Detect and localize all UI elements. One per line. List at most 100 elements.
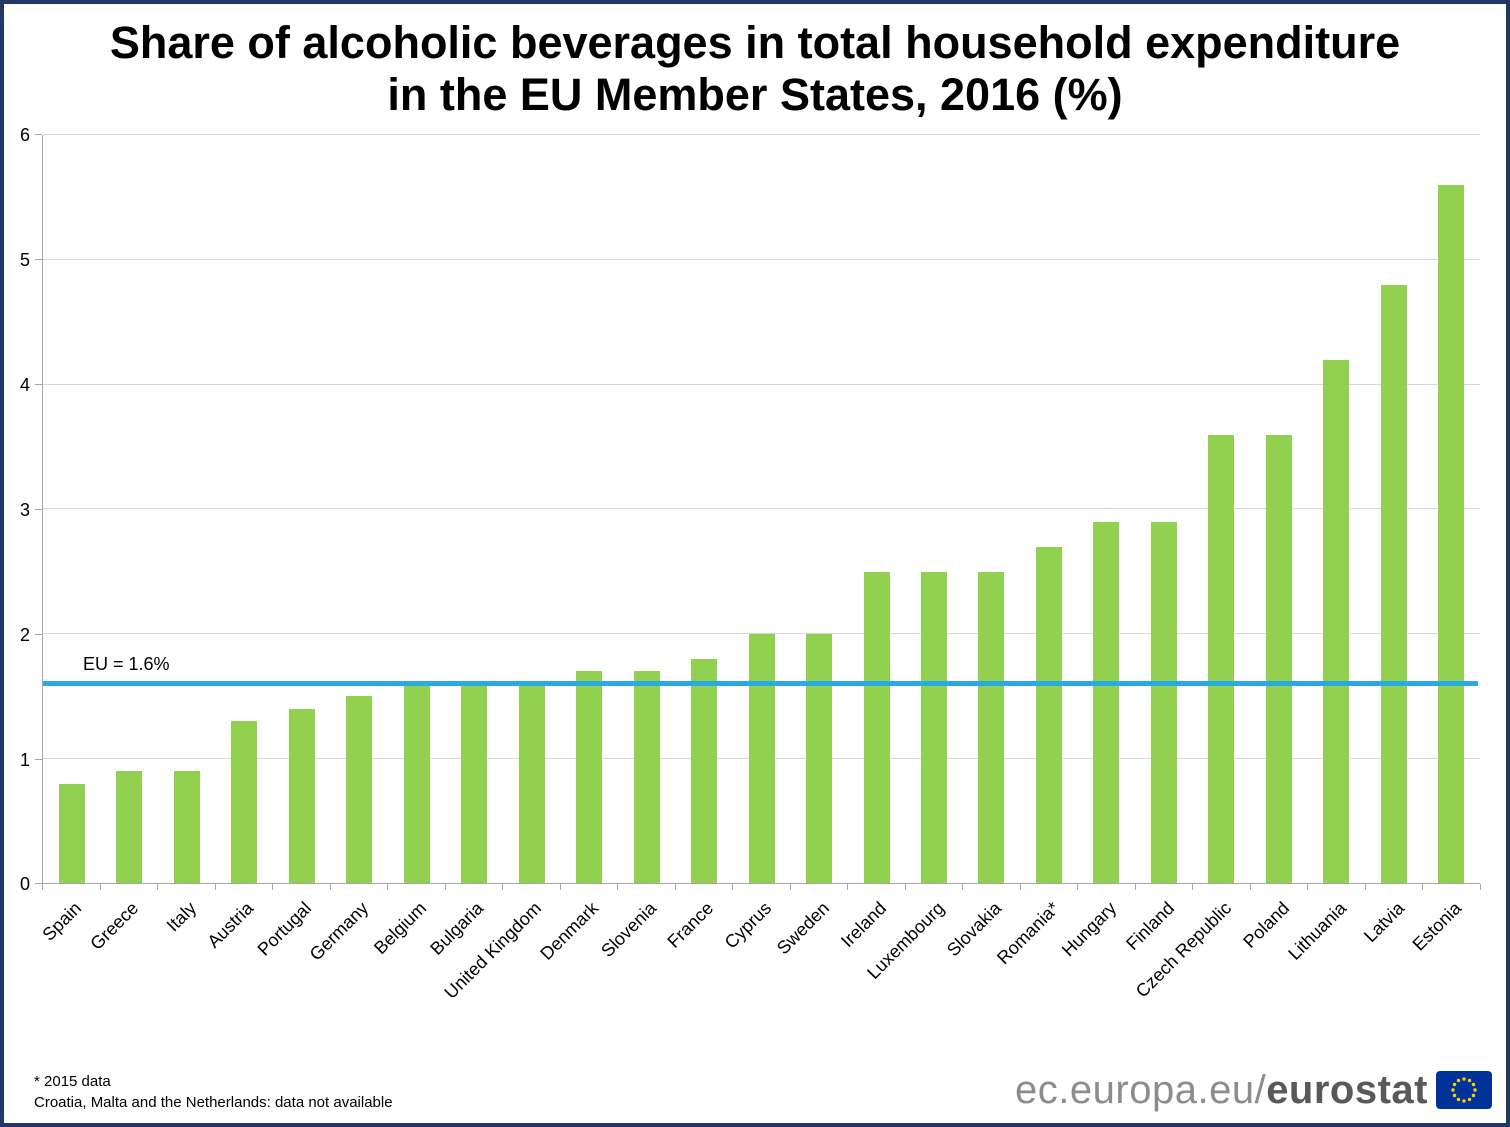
x-axis-label: Lithuania bbox=[1284, 898, 1351, 965]
x-tick-mark bbox=[962, 884, 964, 891]
logo-url-prefix: ec.europa.eu/ bbox=[1015, 1068, 1267, 1112]
y-tick-mark bbox=[35, 883, 42, 885]
y-tick-mark bbox=[35, 508, 42, 510]
x-axis-label: Cyprus bbox=[720, 898, 776, 953]
eu-reference-label: EU = 1.6% bbox=[83, 653, 170, 674]
bar-slot bbox=[445, 135, 502, 884]
x-axis-label: Italy bbox=[162, 898, 200, 936]
x-axis-label: Greece bbox=[86, 898, 143, 955]
x-axis-labels: Spain Greece Italy Austria Portugal Germany Be… bbox=[38, 884, 1481, 1056]
x-axis-label: Latvia bbox=[1359, 898, 1408, 947]
x-tick-mark bbox=[789, 884, 791, 891]
x-axis-label: Romania* bbox=[992, 898, 1063, 969]
x-tick-mark bbox=[1307, 884, 1309, 891]
bar bbox=[403, 683, 430, 884]
bar bbox=[748, 634, 775, 884]
bar bbox=[518, 683, 545, 884]
x-tick-mark bbox=[617, 884, 619, 891]
chart-body: 0 1 2 3 4 5 6 EU = 1.6% bbox=[4, 125, 1506, 894]
bar bbox=[1208, 434, 1235, 884]
x-tick-mark bbox=[1422, 884, 1424, 891]
bar-slot bbox=[330, 135, 387, 884]
x-axis-label: Denmark bbox=[536, 898, 603, 965]
x-tick-mark bbox=[42, 884, 43, 891]
x-tick-mark bbox=[444, 884, 446, 891]
x-tick-mark bbox=[559, 884, 561, 891]
bar bbox=[1035, 546, 1062, 884]
bar bbox=[58, 783, 85, 884]
bar-slot bbox=[388, 135, 445, 884]
bar-slot bbox=[675, 135, 732, 884]
gridline bbox=[43, 383, 1480, 385]
y-tick-mark bbox=[35, 259, 42, 261]
bar bbox=[921, 571, 947, 884]
eu-flag-icon bbox=[1436, 1070, 1492, 1109]
bar-slot bbox=[1365, 135, 1422, 884]
bar bbox=[346, 696, 373, 884]
bar-slot bbox=[618, 135, 675, 884]
x-axis-label: Slovenia bbox=[597, 898, 661, 962]
y-tick-label: 0 bbox=[19, 874, 30, 895]
bar-slot bbox=[43, 135, 100, 884]
bar bbox=[978, 571, 1005, 884]
x-tick-mark bbox=[1077, 884, 1079, 891]
bar-slot bbox=[1193, 135, 1250, 884]
x-axis-label: Belgium bbox=[369, 898, 431, 959]
bar-slot bbox=[215, 135, 272, 884]
y-tick-mark bbox=[35, 633, 42, 635]
chart-title-line1: Share of alcoholic beverages in total ho… bbox=[109, 17, 1401, 68]
bars-container bbox=[43, 135, 1480, 884]
bar bbox=[1150, 521, 1177, 884]
x-axis-label: Estonia bbox=[1408, 898, 1466, 955]
y-tick-mark bbox=[35, 384, 42, 386]
eurostat-logo-text: ec.europa.eu/eurostat bbox=[1015, 1068, 1428, 1113]
bar-slot bbox=[905, 135, 962, 884]
x-tick-mark bbox=[904, 884, 906, 891]
y-tick-mark bbox=[35, 134, 42, 136]
footnote-not-available: Croatia, Malta and the Netherlands: data… bbox=[34, 1094, 393, 1111]
gridline bbox=[43, 633, 1480, 635]
x-tick-mark bbox=[1364, 884, 1366, 891]
bar bbox=[231, 721, 258, 884]
bar-slot bbox=[733, 135, 790, 884]
eu-reference-line bbox=[43, 680, 1478, 686]
footnote-2015-data: * 2015 data bbox=[34, 1073, 111, 1090]
x-axis-label: Germany bbox=[306, 898, 373, 965]
x-tick-mark bbox=[1192, 884, 1194, 891]
bar bbox=[1438, 185, 1465, 884]
y-tick-label: 5 bbox=[19, 250, 30, 271]
bar bbox=[1093, 521, 1120, 884]
bar-slot bbox=[273, 135, 330, 884]
x-axis-label: Spain bbox=[38, 898, 85, 946]
bar-slot bbox=[1423, 135, 1480, 884]
bar bbox=[863, 571, 890, 884]
chart-title: Share of alcoholic beverages in total ho… bbox=[4, 4, 1506, 121]
x-tick-mark bbox=[1249, 884, 1251, 891]
bar bbox=[173, 771, 200, 884]
bar-slot bbox=[1250, 135, 1307, 884]
y-tick-label: 1 bbox=[19, 749, 30, 770]
gridline bbox=[43, 259, 1480, 261]
x-axis-label: Hungary bbox=[1057, 898, 1121, 961]
y-tick-label: 6 bbox=[19, 125, 30, 146]
x-axis-label: Sweden bbox=[772, 898, 833, 959]
x-tick-mark bbox=[272, 884, 274, 891]
bar bbox=[1380, 284, 1407, 884]
x-tick-mark bbox=[329, 884, 331, 891]
x-tick-mark bbox=[732, 884, 734, 891]
gridline bbox=[43, 508, 1480, 510]
bar-slot bbox=[848, 135, 905, 884]
x-axis-label: Poland bbox=[1239, 898, 1293, 953]
bar bbox=[806, 634, 833, 884]
chart-title-line2: in the EU Member States, 2016 (%) bbox=[387, 69, 1123, 121]
y-axis: 0 1 2 3 4 5 6 bbox=[4, 125, 42, 894]
x-axis-label: Austria bbox=[203, 898, 258, 953]
x-tick-mark bbox=[1134, 884, 1136, 891]
bar-slot bbox=[1078, 135, 1135, 884]
bar-slot bbox=[1020, 135, 1077, 884]
x-axis-label: Ireland bbox=[837, 898, 891, 952]
bar-slot bbox=[100, 135, 157, 884]
bar bbox=[1265, 434, 1292, 884]
x-tick-mark bbox=[502, 884, 504, 891]
